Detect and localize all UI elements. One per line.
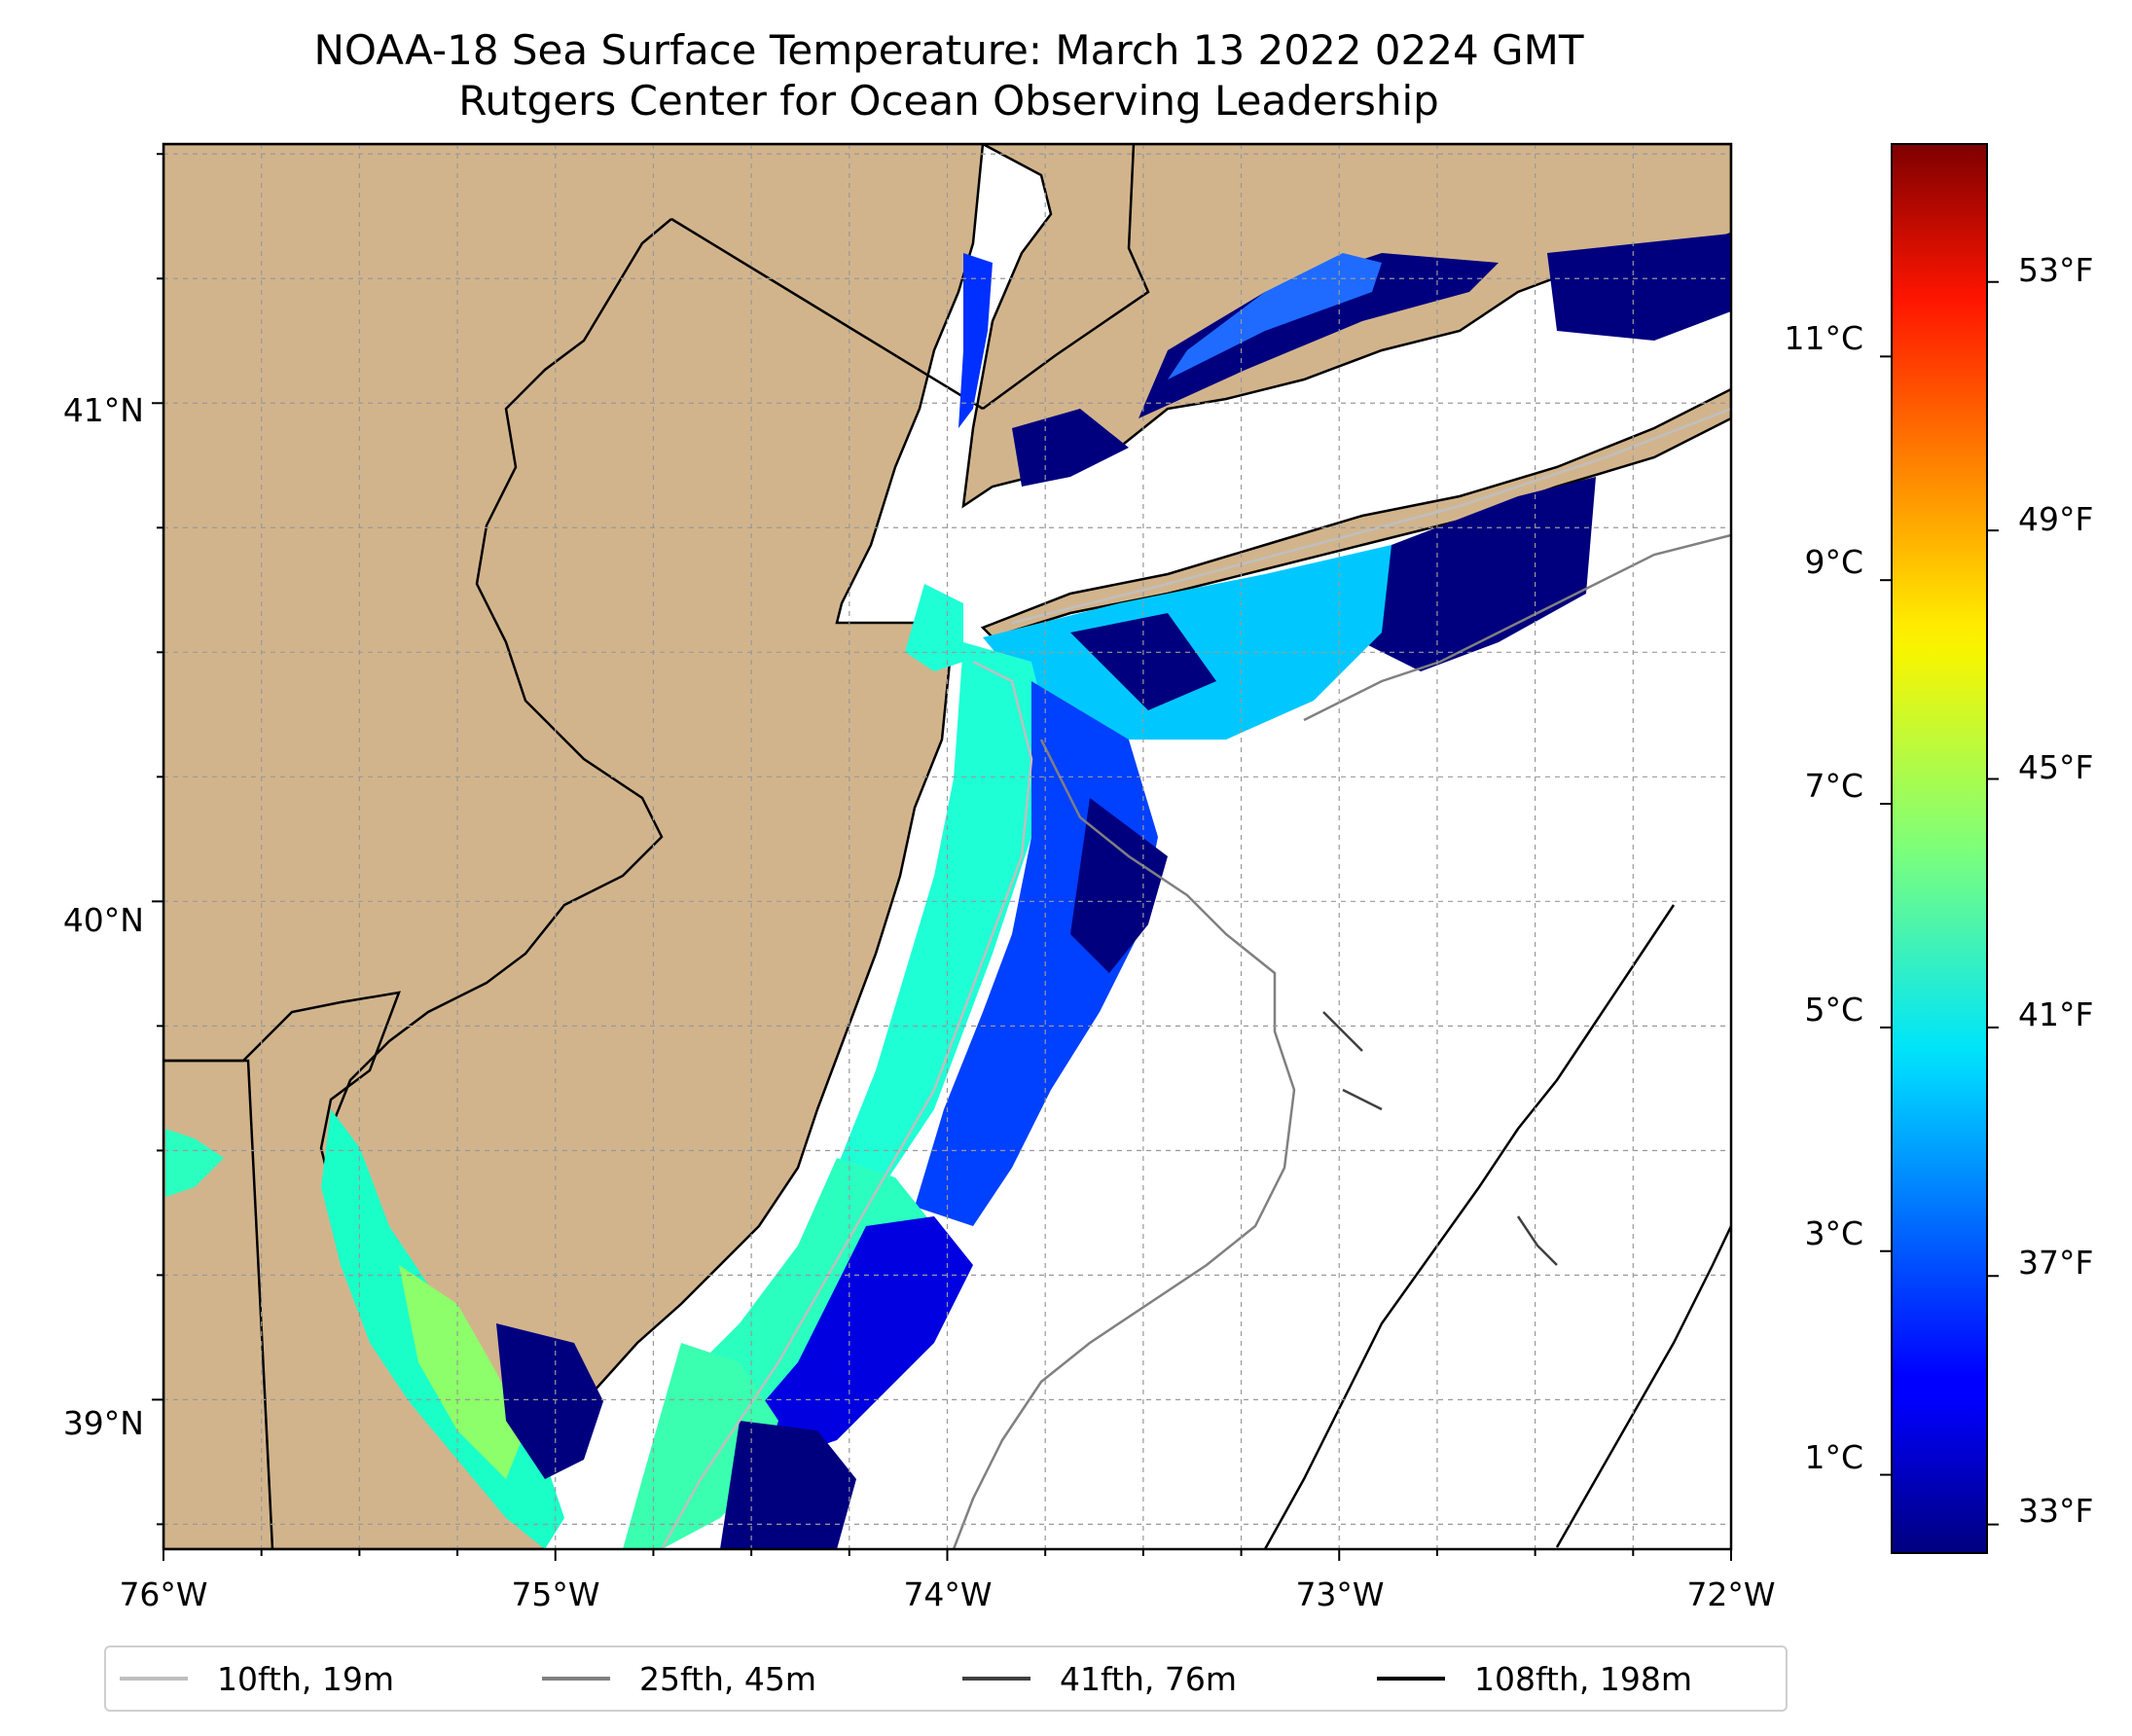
map-axis-ticks	[152, 153, 1732, 1561]
contour-legend: 10fth, 19m 25fth, 45m 41fth, 76m 108fth,…	[104, 1646, 1788, 1712]
cbar-f-49: 49°F	[2018, 500, 2093, 538]
state-border-de-md	[163, 1059, 274, 1549]
legend-swatch	[120, 1677, 188, 1681]
legend-item-108fth: 108fth, 198m	[1377, 1647, 1692, 1710]
cbar-f-41: 41°F	[2018, 995, 2093, 1033]
cbar-c-5: 5°C	[1804, 991, 1863, 1029]
chart-subtitle: Rutgers Center for Ocean Observing Leade…	[458, 77, 1439, 125]
colorbar	[1891, 143, 1988, 1554]
legend-swatch	[962, 1677, 1030, 1681]
legend-swatch	[1377, 1677, 1445, 1681]
contour-10fth-north	[1011, 407, 1731, 625]
legend-label: 10fth, 19m	[217, 1659, 394, 1698]
map-area	[163, 144, 1731, 1549]
cbar-f-33: 33°F	[2018, 1492, 2093, 1530]
legend-item-41fth: 41fth, 76m	[962, 1647, 1237, 1710]
chart-title: NOAA-18 Sea Surface Temperature: March 1…	[313, 26, 1584, 74]
lon-tick-75w: 75°W	[511, 1575, 599, 1613]
lon-tick-72w: 72°W	[1686, 1575, 1775, 1613]
cbar-c-7: 7°C	[1804, 767, 1863, 805]
legend-label: 108fth, 198m	[1474, 1659, 1692, 1698]
colorbar-ticks	[1880, 280, 1999, 1526]
sst-data-layer	[165, 234, 1731, 1549]
legend-item-25fth: 25fth, 45m	[542, 1647, 816, 1710]
lon-tick-74w: 74°W	[903, 1575, 992, 1613]
map-gridlines	[163, 144, 1731, 1549]
cbar-c-11: 11°C	[1784, 319, 1863, 357]
cbar-f-37: 37°F	[2018, 1244, 2093, 1282]
legend-label: 41fth, 76m	[1060, 1659, 1237, 1698]
contour-108fth	[1555, 1225, 1731, 1548]
lat-tick-41n: 41°N	[63, 391, 144, 429]
state-border-ny-nj	[670, 217, 984, 411]
contour-41fth	[1322, 1011, 1558, 1266]
state-border-ny-ct	[982, 144, 1150, 411]
contour-108fth-2	[1263, 904, 1676, 1549]
lat-tick-40n: 40°N	[63, 901, 144, 939]
legend-label: 25fth, 45m	[639, 1659, 816, 1698]
legend-swatch	[542, 1677, 610, 1681]
lon-tick-76w: 76°W	[119, 1575, 207, 1613]
cbar-f-53: 53°F	[2018, 251, 2093, 289]
contour-10fth	[660, 660, 1033, 1549]
cbar-c-3: 3°C	[1804, 1214, 1863, 1252]
cbar-c-9: 9°C	[1804, 543, 1863, 581]
cbar-f-45: 45°F	[2018, 748, 2093, 786]
lon-tick-73w: 73°W	[1295, 1575, 1384, 1613]
cbar-c-1: 1°C	[1804, 1438, 1863, 1476]
state-border-nj-pa	[329, 218, 672, 1130]
contour-25fth	[952, 739, 1296, 1549]
legend-item-10fth: 10fth, 19m	[120, 1647, 394, 1710]
contour-25fth-east	[1303, 533, 1731, 722]
lat-tick-39n: 39°N	[63, 1404, 144, 1442]
